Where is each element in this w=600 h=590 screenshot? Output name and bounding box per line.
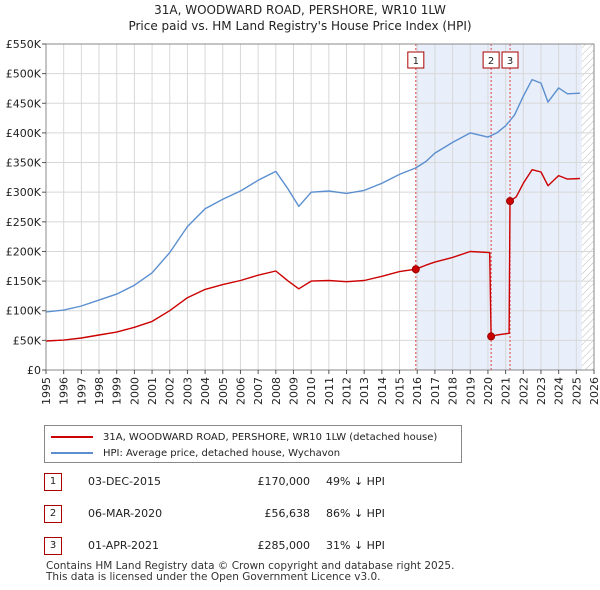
sale-point: [506, 197, 515, 206]
plot-border: [45, 43, 595, 371]
x-tick-label: 2011: [323, 377, 336, 405]
transaction-hpi: 86% ↓ HPI: [326, 507, 385, 520]
marker-label: 3: [507, 56, 513, 67]
x-tick-label: 2012: [341, 377, 354, 405]
transaction-hpi: 31% ↓ HPI: [326, 539, 385, 552]
transaction-price: £170,000: [257, 475, 311, 488]
transaction-number: 3: [44, 537, 62, 555]
x-tick-label: 1998: [93, 377, 106, 405]
x-tick-label: 2008: [270, 377, 283, 405]
price-chart: 31A, WOODWARD ROAD, PERSHORE, WR10 1LW P…: [6, 3, 600, 405]
y-tick-label: £550K: [6, 38, 42, 51]
x-tick-label: 2004: [199, 377, 212, 405]
y-tick-label: £0: [27, 364, 41, 377]
x-tick-label: 2020: [482, 377, 495, 405]
forecast-hatched-region: [581, 44, 594, 370]
x-tick-label: 2019: [464, 377, 477, 405]
legend-label-property: 31A, WOODWARD ROAD, PERSHORE, WR10 1LW (…: [103, 431, 438, 443]
sale-point: [487, 332, 496, 341]
x-tick-label: 2018: [447, 377, 460, 405]
transaction-row: 2 06-MAR-2020 £56,638 86% ↓ HPI: [44, 505, 464, 525]
x-tick-label: 2023: [535, 377, 548, 405]
x-tick-label: 1997: [75, 377, 88, 405]
x-tick-label: 2016: [411, 377, 424, 405]
transaction-hpi: 49% ↓ HPI: [326, 475, 385, 488]
marker-label-box: [501, 51, 519, 69]
x-tick-label: 2000: [128, 377, 141, 405]
x-tick-label: 1999: [111, 377, 124, 405]
chart-subtitle: Price paid vs. HM Land Registry's House …: [128, 19, 471, 33]
marker-label: 1: [413, 56, 419, 67]
x-tick-label: 2014: [376, 377, 389, 405]
x-tick-label: 2022: [517, 377, 530, 405]
y-tick-label: £150K: [6, 275, 42, 288]
x-tick-label: 2009: [287, 377, 300, 405]
x-tick-label: 2010: [305, 377, 318, 405]
y-tick-label: £200K: [6, 245, 42, 258]
series-line-hpi: [45, 78, 580, 313]
legend-item-hpi: HPI: Average price, detached house, Wych…: [51, 445, 340, 461]
transaction-price: £285,000: [257, 539, 311, 552]
transaction-row: 3 01-APR-2021 £285,000 31% ↓ HPI: [44, 537, 464, 557]
ownership-shaded-region: [415, 44, 582, 370]
transaction-row: 1 03-DEC-2015 £170,000 49% ↓ HPI: [44, 473, 464, 493]
sale-point: [411, 265, 420, 274]
y-tick-label: £250K: [6, 216, 42, 229]
marker-label: 2: [488, 56, 494, 67]
transaction-number: 1: [44, 473, 62, 491]
y-tick-label: £400K: [6, 127, 42, 140]
x-tick-label: 2005: [217, 377, 230, 405]
x-tick-label: 2006: [234, 377, 247, 405]
x-tick-label: 2015: [394, 377, 407, 405]
y-tick-label: £450K: [6, 97, 42, 110]
x-tick-label: 1995: [40, 377, 53, 405]
x-tick-label: 2021: [500, 377, 513, 405]
x-tick-label: 2025: [570, 377, 583, 405]
y-tick-label: £50K: [13, 334, 42, 347]
x-tick-label: 1996: [58, 377, 71, 405]
x-tick-label: 2003: [181, 377, 194, 405]
legend-item-property: 31A, WOODWARD ROAD, PERSHORE, WR10 1LW (…: [51, 429, 437, 445]
transaction-price: £56,638: [264, 507, 311, 520]
legend-swatch-blue: [51, 452, 93, 454]
x-tick-label: 2024: [553, 377, 566, 405]
transaction-date: 03-DEC-2015: [88, 475, 162, 488]
footer-line-copyright: Contains HM Land Registry data © Crown c…: [46, 560, 455, 572]
transaction-date: 01-APR-2021: [88, 539, 160, 552]
x-tick-label: 2001: [146, 377, 159, 405]
marker-label-box: [407, 51, 425, 69]
transaction-date: 06-MAR-2020: [88, 507, 163, 520]
y-tick-label: £300K: [6, 186, 42, 199]
y-tick-label: £100K: [6, 305, 42, 318]
transaction-number: 2: [44, 505, 62, 523]
legend: 31A, WOODWARD ROAD, PERSHORE, WR10 1LW (…: [44, 425, 462, 463]
x-tick-label: 2017: [429, 377, 442, 405]
chart-title: 31A, WOODWARD ROAD, PERSHORE, WR10 1LW: [154, 3, 446, 17]
y-tick-label: £350K: [6, 157, 42, 170]
legend-swatch-red: [51, 436, 93, 438]
marker-label-box: [482, 51, 500, 69]
series-line-property: [45, 169, 580, 342]
x-tick-label: 2026: [588, 377, 600, 405]
legend-label-hpi: HPI: Average price, detached house, Wych…: [103, 447, 341, 459]
x-tick-label: 2002: [164, 377, 177, 405]
footer-line-licence: This data is licensed under the Open Gov…: [46, 571, 381, 583]
footer-attribution: Contains HM Land Registry data © Crown c…: [46, 561, 454, 583]
x-tick-label: 2007: [252, 377, 265, 405]
x-tick-label: 2013: [358, 377, 371, 405]
y-tick-label: £500K: [6, 68, 42, 81]
